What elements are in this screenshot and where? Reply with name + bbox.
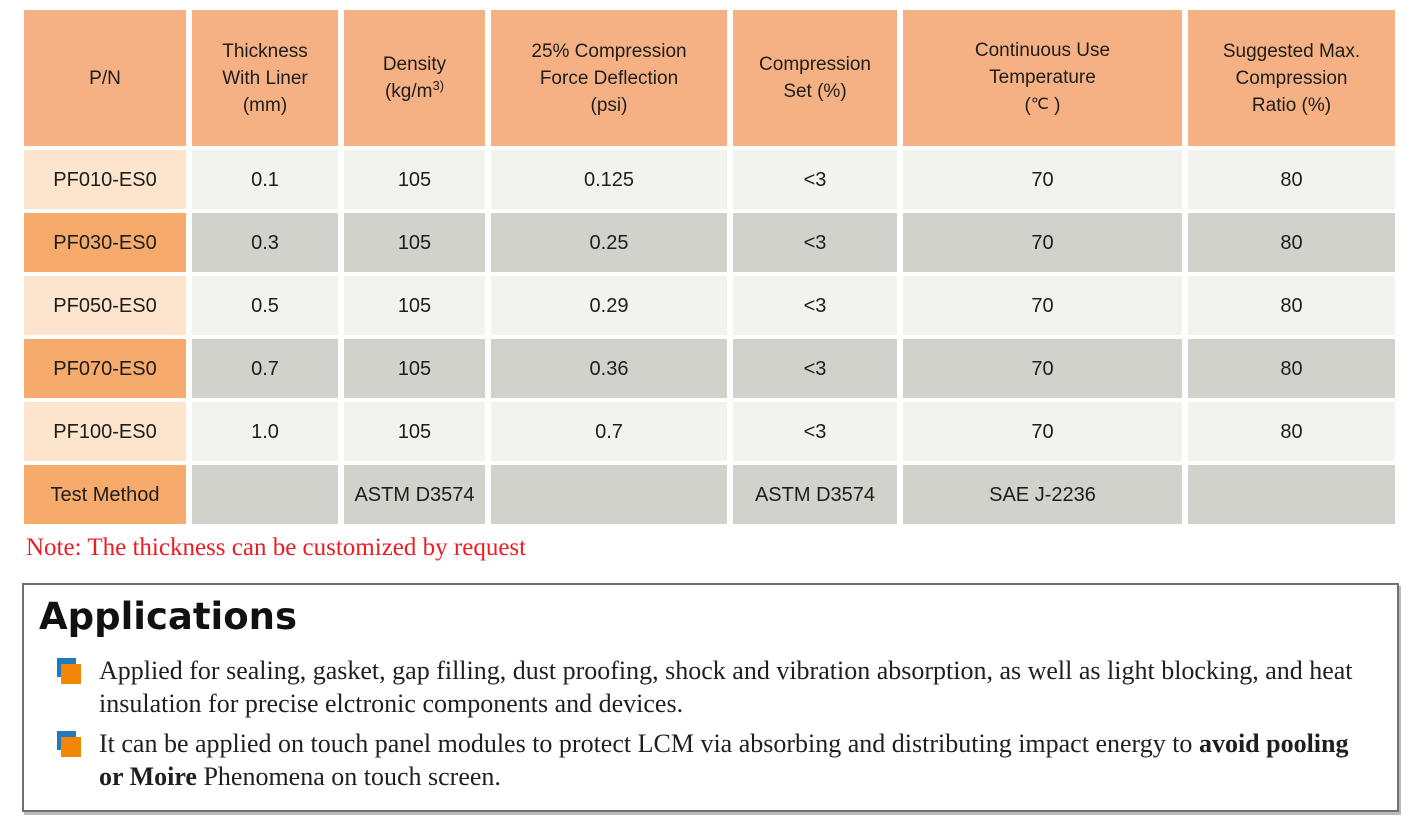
layered-square-bullet-icon bbox=[57, 658, 84, 685]
cell-temp: 70 bbox=[903, 276, 1182, 335]
cell-max: 80 bbox=[1188, 150, 1395, 209]
cell-temp: 70 bbox=[903, 150, 1182, 209]
cell-temp: 70 bbox=[903, 339, 1182, 398]
cell-compset: <3 bbox=[733, 339, 897, 398]
applications-list: Applied for sealing, gasket, gap filling… bbox=[57, 654, 1357, 793]
cell-compset: <3 bbox=[733, 213, 897, 272]
header-label: (psi) bbox=[590, 94, 628, 116]
header-label: Suggested Max. bbox=[1222, 40, 1361, 62]
cell-thickness: 1.0 bbox=[192, 402, 338, 461]
header-label: Force Deflection bbox=[539, 67, 679, 89]
cell-temp: SAE J-2236 bbox=[903, 465, 1182, 524]
header-label: Density bbox=[382, 54, 447, 75]
column-header-temperature: Continuous Use Temperature (℃ ) bbox=[903, 10, 1182, 146]
cell-compset: <3 bbox=[733, 276, 897, 335]
header-label: Set (%) bbox=[783, 81, 847, 102]
cell-cfd: 0.29 bbox=[491, 276, 727, 335]
header-label: Compression bbox=[1235, 67, 1348, 89]
bold-phrase: avoid pooling or Moire bbox=[99, 729, 1349, 791]
list-item: Applied for sealing, gasket, gap filling… bbox=[57, 654, 1357, 720]
cell-max: 80 bbox=[1188, 213, 1395, 272]
header-label: P/N bbox=[89, 67, 121, 89]
applications-section: Applications Applied for sealing, gasket… bbox=[22, 583, 1399, 812]
cell-cfd: 0.7 bbox=[491, 402, 727, 461]
header-label: Temperature bbox=[989, 67, 1096, 88]
column-header-max-compression: Suggested Max. Compression Ratio (%) bbox=[1188, 10, 1395, 146]
cell-density: 105 bbox=[344, 339, 485, 398]
cell-density: ASTM D3574 bbox=[344, 465, 485, 524]
column-header-compression-set: Compression Set (%) bbox=[733, 10, 897, 146]
cell-pn: PF010-ES0 bbox=[24, 150, 186, 209]
cell-compset: <3 bbox=[733, 150, 897, 209]
cell-max: 80 bbox=[1188, 276, 1395, 335]
cell-cfd bbox=[491, 465, 727, 524]
header-label: 25% Compression bbox=[531, 40, 687, 62]
column-header-thickness: Thickness With Liner (mm) bbox=[192, 10, 338, 146]
cell-test-method-label: Test Method bbox=[24, 465, 186, 524]
cell-compset: <3 bbox=[733, 402, 897, 461]
column-header-pn: P/N bbox=[24, 10, 186, 146]
cell-thickness: 0.1 bbox=[192, 150, 338, 209]
header-label: Thickness bbox=[222, 40, 308, 62]
header-label: (mm) bbox=[242, 94, 288, 116]
cell-pn: PF100-ES0 bbox=[24, 402, 186, 461]
cell-density: 105 bbox=[344, 150, 485, 209]
customization-note: Note: The thickness can be customized by… bbox=[26, 534, 527, 561]
application-item-text: Applied for sealing, gasket, gap filling… bbox=[99, 656, 1353, 718]
cell-density: 105 bbox=[344, 402, 485, 461]
cell-pn: PF070-ES0 bbox=[24, 339, 186, 398]
cell-max: 80 bbox=[1188, 339, 1395, 398]
cell-cfd: 0.125 bbox=[491, 150, 727, 209]
column-header-cfd: 25% Compression Force Deflection (psi) bbox=[491, 10, 727, 146]
cell-density: 105 bbox=[344, 213, 485, 272]
cell-thickness: 0.5 bbox=[192, 276, 338, 335]
cell-pn: PF030-ES0 bbox=[24, 213, 186, 272]
bullet-orange-square bbox=[61, 737, 81, 757]
cell-pn: PF050-ES0 bbox=[24, 276, 186, 335]
cell-cfd: 0.36 bbox=[491, 339, 727, 398]
cell-thickness: 0.3 bbox=[192, 213, 338, 272]
cell-temp: 70 bbox=[903, 213, 1182, 272]
header-label: With Liner bbox=[222, 67, 308, 89]
spec-table: P/N Thickness With Liner (mm) Density (k… bbox=[24, 10, 1395, 524]
list-item: It can be applied on touch panel modules… bbox=[57, 727, 1357, 793]
cell-density: 105 bbox=[344, 276, 485, 335]
cell-compset: ASTM D3574 bbox=[733, 465, 897, 524]
layered-square-bullet-icon bbox=[57, 731, 84, 758]
celsius-symbol: ℃ bbox=[1030, 96, 1049, 113]
cell-temp: 70 bbox=[903, 402, 1182, 461]
header-label: Ratio (%) bbox=[1251, 94, 1332, 116]
applications-title: Applications bbox=[39, 595, 298, 638]
header-label: (kg/m3) bbox=[384, 78, 445, 102]
header-label: Continuous Use bbox=[974, 40, 1111, 61]
cell-max: 80 bbox=[1188, 402, 1395, 461]
cell-thickness: 0.7 bbox=[192, 339, 338, 398]
header-label: (℃ ) bbox=[1024, 95, 1061, 116]
density-superscript: 3) bbox=[432, 78, 445, 93]
cell-max bbox=[1188, 465, 1395, 524]
header-label: Compression bbox=[759, 54, 871, 75]
column-header-density: Density (kg/m3) bbox=[344, 10, 485, 146]
application-item-text: It can be applied on touch panel modules… bbox=[99, 729, 1349, 791]
cell-cfd: 0.25 bbox=[491, 213, 727, 272]
cell-thickness bbox=[192, 465, 338, 524]
bullet-orange-square bbox=[61, 664, 81, 684]
